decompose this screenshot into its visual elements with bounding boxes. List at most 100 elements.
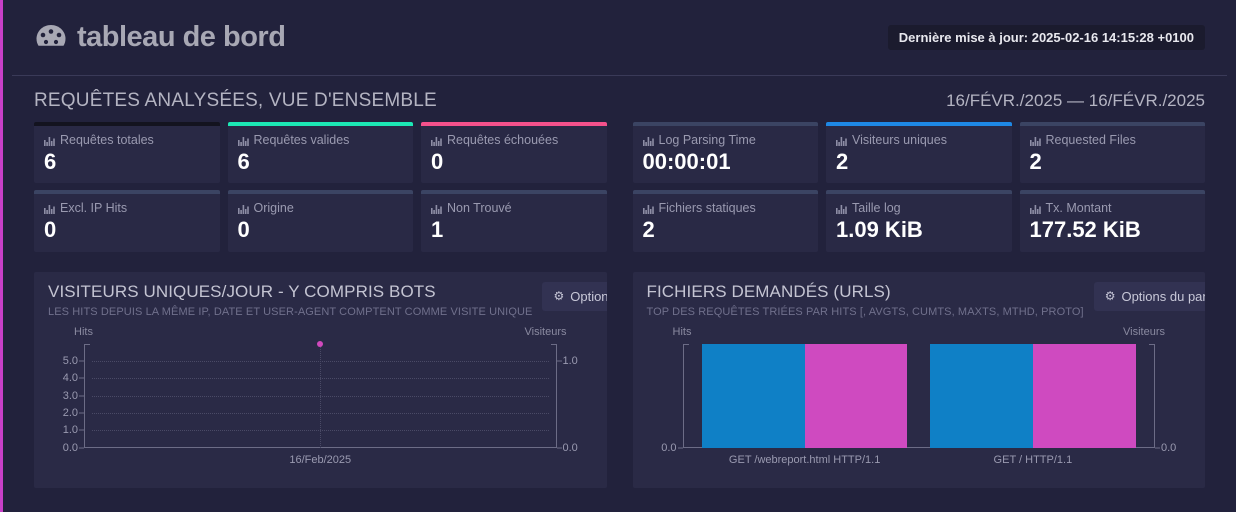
panel-unique-visitors: VISITEURS UNIQUES/JOUR - Y COMPRIS BOTS … [34, 271, 607, 488]
y-axis-left-line [84, 343, 85, 448]
stat-card-label: Requêtes totales [60, 133, 154, 147]
y-tick-label-right: 0.0 [562, 441, 578, 454]
y-tick-label-left: 4.0 [62, 372, 78, 385]
x-axis-line [682, 446, 1155, 448]
y-tick-label-left: 5.0 [62, 354, 78, 367]
app-title: tableau de bord [77, 21, 286, 53]
stat-card-head: Fichiers statiques [642, 201, 809, 216]
stats-column-right: Log Parsing Time 00:00:01 Visiteurs unique… [632, 122, 1205, 252]
stat-card-head: Tx. Montant [1029, 201, 1196, 216]
stat-card-head: Non Trouvé [431, 201, 597, 215]
y-tick-label-left: 1.0 [62, 424, 78, 437]
stat-card-head: Origine [237, 201, 404, 215]
stat-card-label: Visiteurs uniques [852, 133, 947, 147]
stat-card: Origine 0 [227, 190, 413, 252]
stat-card: Visiteurs uniques 2 [826, 122, 1012, 184]
panel-options-button-left[interactable]: ⚙ Options du panneau ▼ [542, 281, 607, 311]
stat-card: Requêtes échouées 0 [421, 122, 607, 184]
panel-title: FICHIERS DEMANDÉS (URLS) [646, 281, 891, 301]
stat-card-value: 0 [431, 149, 444, 174]
gear-icon: ⚙ [1104, 289, 1116, 304]
stat-card-label: Taille log [852, 201, 901, 216]
panel-requested-files: FICHIERS DEMANDÉS (URLS) TOP DES REQUÊTE… [632, 271, 1205, 488]
y-tick-label-left: 2.0 [62, 406, 78, 419]
stat-card-value: 0 [237, 217, 250, 243]
bar-chart-icon [1029, 135, 1041, 146]
stat-card-value: 6 [237, 149, 250, 174]
y-tick-mark-right [556, 447, 562, 449]
y-axis-left-cap [682, 343, 689, 345]
left-accent-stripe [0, 0, 3, 512]
overview-title: REQUÊTES ANALYSÉES, VUE D'ENSEMBLE [34, 90, 437, 111]
x-tick-label: GET / HTTP/1.1 [993, 453, 1073, 466]
y-axis-right-cap [550, 343, 557, 345]
y-axis-label-visitors: Visiteurs [1123, 325, 1165, 338]
bar-visitors [804, 343, 908, 448]
stats-row: Excl. IP Hits 0 Origine 0 Non Trouvé 1 [34, 190, 607, 252]
bar-chart-icon [44, 203, 55, 215]
stat-card-head: Log Parsing Time [642, 133, 809, 147]
bar-chart-icon [642, 135, 654, 146]
gear-icon: ⚙ [553, 289, 565, 304]
bar-hits [701, 343, 805, 448]
brand: tableau de bord [34, 21, 286, 53]
y-tick-label-left: 0.0 [661, 441, 677, 454]
stat-card-value: 2 [836, 149, 849, 174]
stat-card-label: Excl. IP Hits [60, 201, 128, 216]
bar-chart-icon [431, 135, 442, 146]
stat-card: Taille log 1.09 KiB [826, 190, 1012, 252]
y-axis-label-hits: Hits [74, 325, 93, 338]
bar-chart-icon [642, 203, 654, 215]
y-tick-label-left: 3.0 [62, 389, 78, 402]
overview-bar: REQUÊTES ANALYSÉES, VUE D'ENSEMBLE 16/FÉ… [12, 76, 1227, 122]
stat-card: Fichiers statiques 2 [632, 190, 818, 252]
stat-card-label: Tx. Montant [1045, 201, 1112, 216]
y-tick-label-left: 0.0 [62, 441, 78, 454]
stat-card-head: Taille log [836, 201, 1002, 215]
stat-card: Tx. Montant 177.52 KiB [1019, 190, 1205, 252]
x-gridline [320, 343, 322, 448]
y-axis-right-line [1154, 343, 1155, 448]
chart-requested-files: Hits Visiteurs 0.0 0.0 GET /webreport.html… [647, 326, 1192, 474]
bar-chart-icon [1029, 203, 1041, 215]
panel-title: VISITEURS UNIQUES/JOUR - Y COMPRIS BOTS [48, 281, 436, 301]
bar-chart-icon [836, 203, 847, 215]
stats-row: Log Parsing Time 00:00:01 Visiteurs unique… [632, 122, 1205, 184]
y-tick-mark-left [79, 412, 84, 414]
bar-chart-icon [431, 203, 442, 215]
chart-unique-visitors: Hits Visiteurs 0.0 1.0 2.0 3.0 4.0 5.0 0.0 1.0 1… [48, 326, 593, 474]
stat-card-label: Log Parsing Time [658, 133, 756, 147]
bar-chart-icon [237, 135, 249, 146]
stat-card-label: Fichiers statiques [658, 201, 756, 216]
stat-card-value: 2 [1029, 149, 1042, 174]
stats-column-left: Requêtes totales 6 Requêtes valides 6 Requêt… [34, 122, 607, 252]
y-axis-left-cap [84, 343, 90, 345]
stat-card-value: 0 [44, 217, 57, 243]
stat-card-value: 177.52 KiB [1029, 217, 1141, 243]
stat-card-value: 6 [44, 149, 57, 174]
stat-card-label: Requêtes valides [253, 133, 350, 147]
stat-card-head: Visiteurs uniques [836, 133, 1002, 147]
stat-card-value: 2 [642, 217, 655, 243]
stat-card: Non Trouvé 1 [421, 190, 607, 252]
y-tick-mark-left [79, 360, 84, 362]
y-tick-mark-left [79, 377, 84, 379]
panel-options-button-right[interactable]: ⚙ Options du panneau ▼ [1093, 281, 1205, 311]
bar-chart-icon [44, 135, 55, 146]
plot-area: 0.0 0.0 GET /webreport.html HTTP/1.1 GET / … [661, 343, 1176, 466]
stat-card-value: 1.09 KiB [836, 217, 923, 243]
y-axis-right-line [555, 343, 557, 448]
y-axis-label-visitors: Visiteurs [524, 325, 567, 338]
bar-visitors [1032, 343, 1136, 448]
stat-card: Requêtes valides 6 [227, 122, 413, 184]
panel-subtitle: TOP DES REQUÊTES TRIÉES PAR HITS [, AVGT… [646, 305, 1084, 318]
stat-card-head: Requêtes échouées [431, 133, 597, 147]
bar-chart-icon [237, 203, 249, 215]
x-tick-label: 16/Feb/2025 [289, 453, 352, 466]
last-updated-badge: Dernière mise à jour: 2025-02-16 14:15:2… [887, 25, 1205, 50]
stats-row: Requêtes totales 6 Requêtes valides 6 Requêt… [34, 122, 607, 184]
stat-card-head: Requested Files [1029, 133, 1196, 147]
stat-card: Log Parsing Time 00:00:01 [632, 122, 818, 184]
panel-heading-text: FICHIERS DEMANDÉS (URLS) TOP DES REQUÊTE… [647, 282, 1084, 318]
stat-card-head: Excl. IP Hits [44, 201, 210, 215]
